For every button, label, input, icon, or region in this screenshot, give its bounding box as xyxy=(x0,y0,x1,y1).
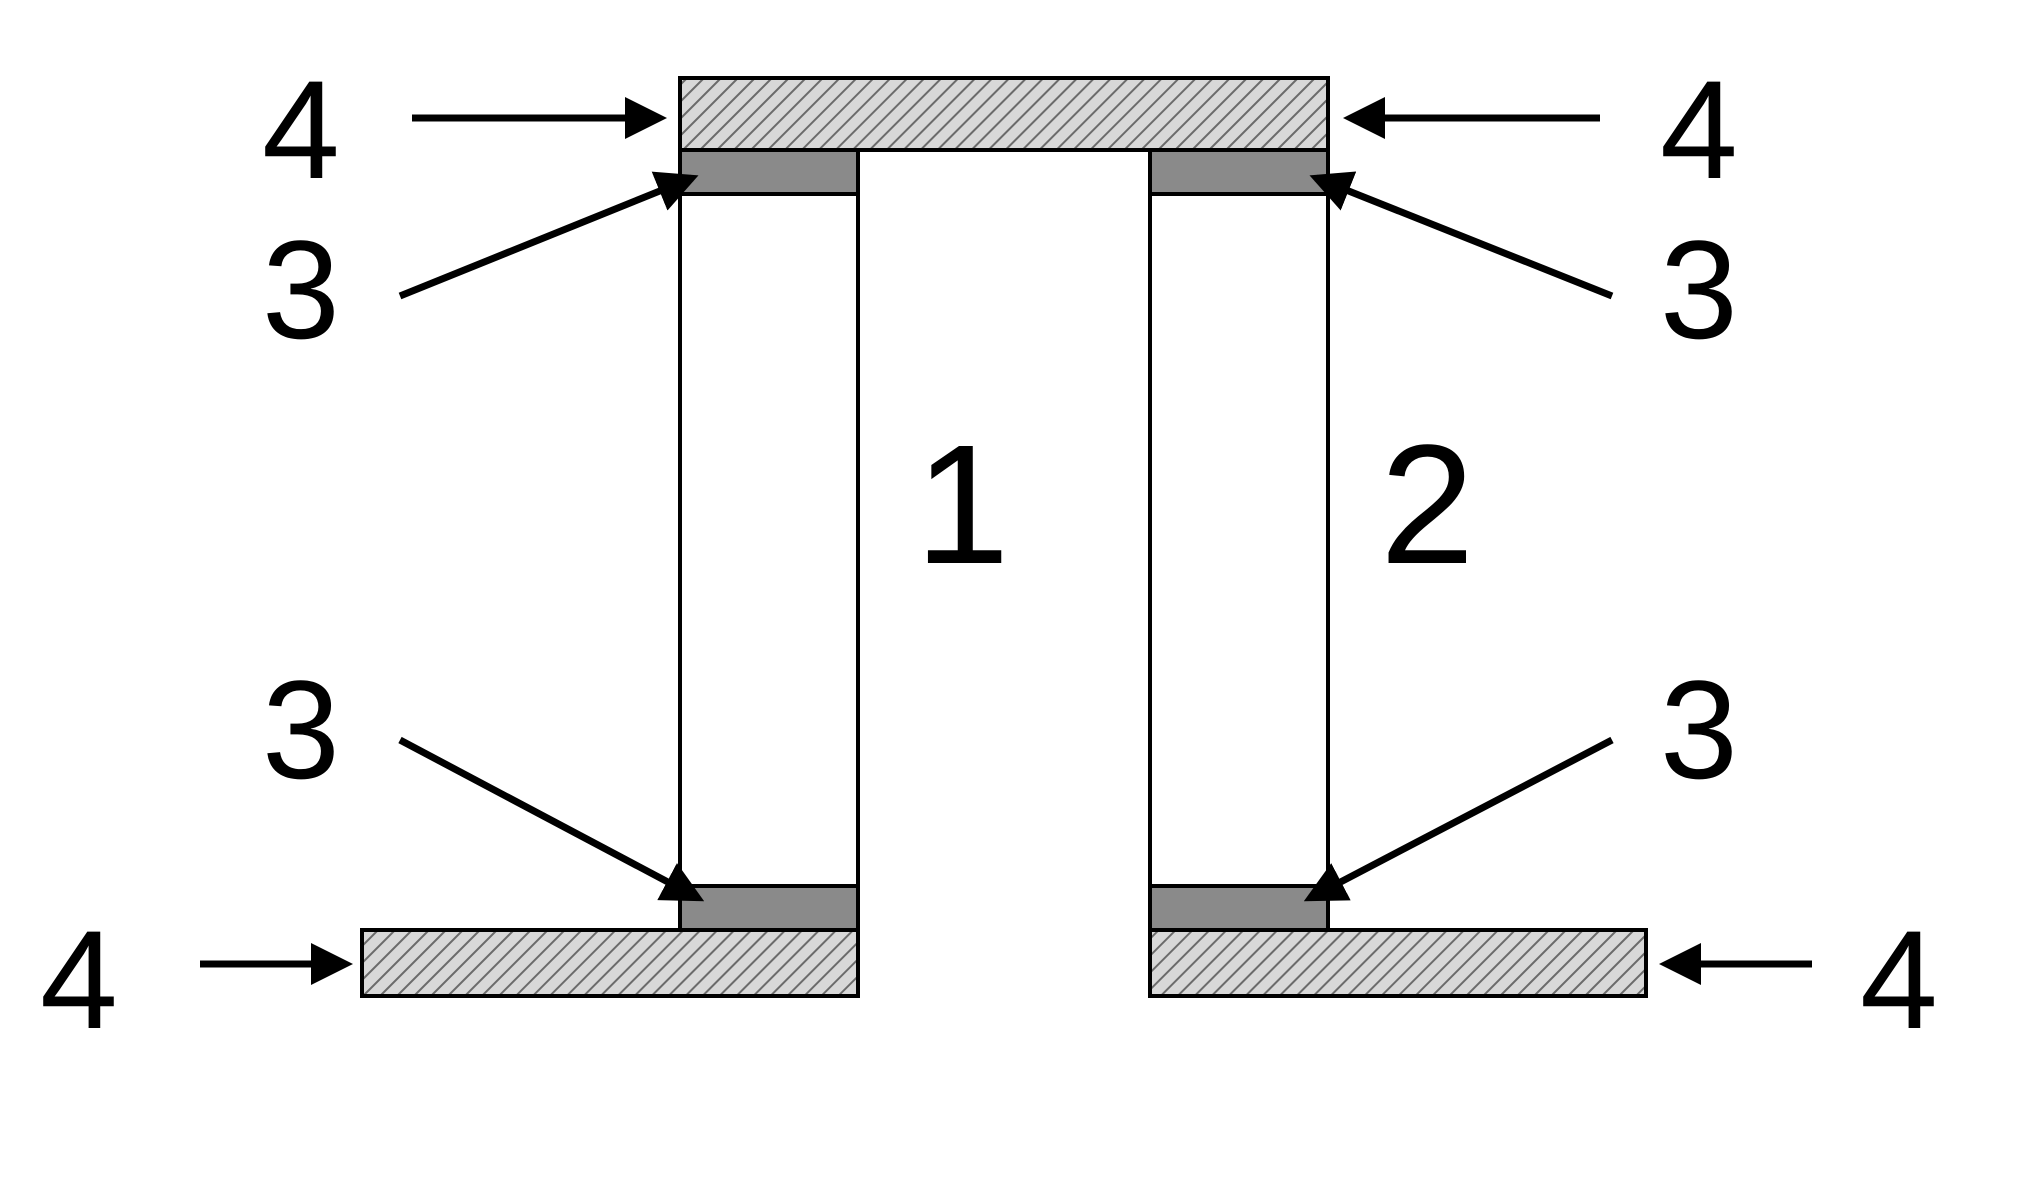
label-4-bottom-right: 4 xyxy=(1860,910,1938,1050)
intermediate-top-left xyxy=(680,150,858,194)
pillar-left xyxy=(680,194,858,886)
intermediate-bottom-right xyxy=(1150,886,1328,930)
arrow-upper-left-3 xyxy=(400,178,692,296)
label-2-pillar: 2 xyxy=(1380,420,1475,590)
bar-top xyxy=(680,78,1328,150)
technical-diagram: 4 4 3 3 3 3 4 4 1 2 xyxy=(0,0,2021,1203)
intermediate-bottom-left xyxy=(680,886,858,930)
label-3-lower-left: 3 xyxy=(262,660,340,800)
label-1-pillar: 1 xyxy=(915,420,1010,590)
pillar-right xyxy=(1150,194,1328,886)
label-3-upper-right: 3 xyxy=(1660,220,1738,360)
label-4-bottom-left: 4 xyxy=(40,910,118,1050)
arrow-lower-left-3 xyxy=(400,740,698,898)
label-4-top-right: 4 xyxy=(1660,60,1738,200)
bar-bottom-right xyxy=(1150,930,1646,996)
label-3-upper-left: 3 xyxy=(262,220,340,360)
intermediate-top-right xyxy=(1150,150,1328,194)
arrow-upper-right-3 xyxy=(1316,178,1612,296)
label-4-top-left: 4 xyxy=(262,60,340,200)
arrow-lower-right-3 xyxy=(1310,740,1612,898)
label-3-lower-right: 3 xyxy=(1660,660,1738,800)
bar-bottom-left xyxy=(362,930,858,996)
